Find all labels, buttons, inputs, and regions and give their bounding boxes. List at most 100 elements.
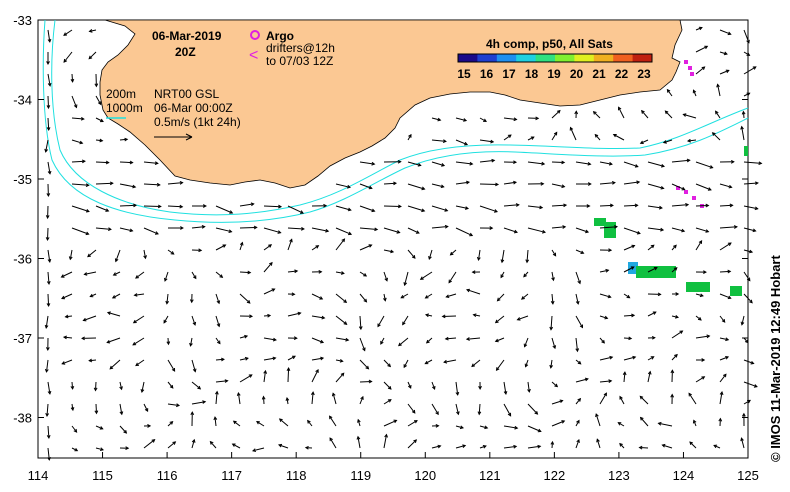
current-vector <box>109 359 121 370</box>
current-vector-head <box>664 110 669 115</box>
current-vector <box>47 447 50 460</box>
current-vector-head <box>132 184 137 189</box>
current-vector-head <box>315 245 320 249</box>
current-vector-head <box>47 258 52 263</box>
isobath-1000m <box>42 19 749 223</box>
current-vector <box>335 238 345 251</box>
current-vector-head <box>628 336 633 341</box>
current-vector <box>71 425 77 433</box>
current-vector-head <box>179 180 184 185</box>
current-vector <box>215 205 233 214</box>
current-vector-head <box>119 411 124 416</box>
current-vector <box>665 110 673 119</box>
current-vector <box>359 271 367 277</box>
current-vector-head <box>171 367 176 372</box>
current-vector-head <box>494 338 499 343</box>
current-vector <box>359 205 375 212</box>
current-vector-head <box>660 163 666 168</box>
current-vector <box>71 73 74 82</box>
current-vector-head <box>472 313 477 317</box>
current-vector <box>119 161 133 164</box>
current-vector <box>233 420 241 427</box>
current-vector-head <box>551 277 555 282</box>
current-vector <box>671 204 689 207</box>
current-vector-head <box>387 399 392 403</box>
current-vector-head <box>119 386 123 391</box>
current-vector-head <box>125 446 130 451</box>
current-vector <box>719 356 729 361</box>
current-vector-head <box>346 184 352 189</box>
current-vector <box>71 160 85 163</box>
current-vector-head <box>360 395 364 400</box>
current-vector-head <box>289 238 293 243</box>
current-vector <box>95 227 111 230</box>
current-vector-head <box>164 277 168 282</box>
lat-tick-label: -38 <box>13 411 32 426</box>
current-vector <box>407 183 425 190</box>
current-vector <box>263 244 272 251</box>
current-vector <box>527 136 535 141</box>
current-vector <box>599 380 612 383</box>
current-vector <box>95 95 102 105</box>
current-vector <box>112 293 121 299</box>
current-vector-head <box>129 160 134 165</box>
current-vector-head <box>730 159 735 164</box>
sst-patches <box>594 146 748 296</box>
current-vector-head <box>143 255 147 260</box>
current-vector <box>599 182 615 185</box>
current-vector <box>83 315 97 321</box>
current-vector-head <box>112 272 117 276</box>
current-vector-head <box>320 356 325 361</box>
current-vector <box>95 182 113 185</box>
current-vector <box>743 182 758 185</box>
current-vector-head <box>169 421 174 425</box>
current-vector <box>743 381 758 388</box>
current-vector <box>431 117 441 121</box>
current-vector <box>380 337 385 345</box>
current-vector-head <box>549 326 554 331</box>
colorbar-tick-label: 18 <box>525 67 539 81</box>
current-vector-head <box>135 362 140 367</box>
current-vector <box>167 381 174 389</box>
current-vector-head <box>674 315 680 319</box>
current-vector-head <box>437 444 442 449</box>
current-vector <box>263 227 281 234</box>
current-vector <box>167 359 176 372</box>
current-vector-head <box>618 106 622 111</box>
current-vector <box>359 381 372 383</box>
current-vector <box>619 396 625 405</box>
current-vector <box>431 139 446 142</box>
current-vector-head <box>741 110 746 115</box>
current-vector-head <box>343 299 348 304</box>
current-vector <box>407 439 417 449</box>
current-vector-head <box>701 358 706 362</box>
current-vector <box>647 356 654 361</box>
current-vector-head <box>715 110 719 115</box>
drifters-label: drifters@12h <box>266 41 335 55</box>
current-vector <box>335 337 349 341</box>
current-vector-head <box>496 297 501 302</box>
current-vector-head <box>393 181 398 186</box>
current-vector-head <box>466 180 471 185</box>
current-vector <box>71 227 89 235</box>
colorbar-segment <box>496 54 517 62</box>
current-vector-head <box>608 161 613 166</box>
current-vector-head <box>371 161 376 166</box>
current-vector-head <box>133 293 138 297</box>
current-vector-head <box>339 359 344 363</box>
current-vector <box>671 330 683 339</box>
current-vector <box>119 138 128 141</box>
lat-tick-label: -37 <box>13 331 32 346</box>
current-vector-head <box>634 164 639 168</box>
current-vector <box>89 29 97 32</box>
current-vector-head <box>617 422 622 426</box>
current-vector <box>717 84 721 97</box>
current-vector-head <box>721 319 726 323</box>
current-vector-head <box>622 371 627 376</box>
current-vector <box>455 161 473 165</box>
current-vector <box>47 161 51 174</box>
current-vector-head <box>165 300 170 305</box>
current-vector-head <box>495 182 500 187</box>
current-vector-head <box>469 161 474 166</box>
current-vector <box>359 337 366 351</box>
